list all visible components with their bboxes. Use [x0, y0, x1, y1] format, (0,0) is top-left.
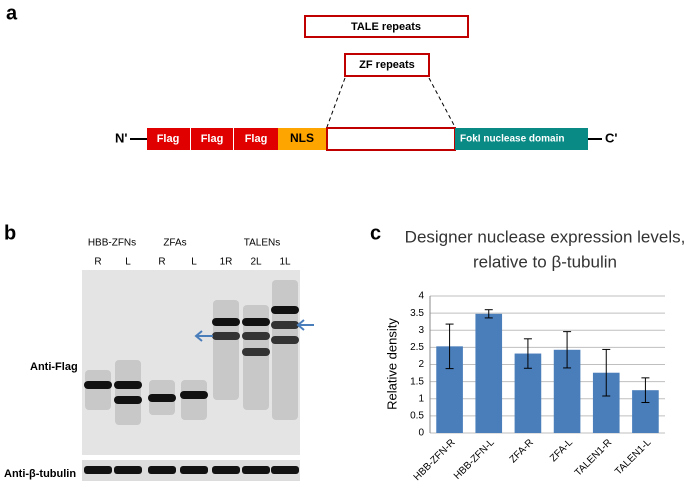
error-bar [641, 377, 650, 404]
lane-label: L [125, 257, 131, 268]
panel-label: b [4, 222, 16, 244]
band [180, 391, 208, 399]
error-bar [563, 331, 572, 369]
band [212, 332, 240, 340]
x-tick-label: ZFA-R [508, 437, 536, 465]
lane-label: R [158, 257, 165, 268]
anti-flag: Anti-Flag [30, 361, 78, 373]
band [242, 318, 270, 326]
band [271, 306, 299, 314]
y-axis-label: Relative density [384, 318, 399, 410]
foki-box [455, 128, 588, 150]
smear [243, 305, 269, 410]
error-bar [602, 348, 611, 397]
domain-label: Flag [201, 133, 224, 145]
error-bar [484, 309, 493, 319]
band [114, 396, 142, 404]
y-tick-label: 3.5 [410, 308, 424, 319]
y-tick-label: 4 [418, 291, 424, 302]
arrow [296, 319, 314, 331]
flag-box [147, 128, 190, 150]
band [242, 466, 270, 474]
lane-label: L [191, 257, 197, 268]
band [114, 466, 142, 474]
band [271, 336, 299, 344]
group-label: TALENs [244, 238, 281, 249]
n-term: N' [115, 130, 127, 145]
lane-label: R [94, 257, 101, 268]
chart-title: relative to β-tubulin [473, 252, 617, 271]
smear [115, 360, 141, 425]
lane-label: 1R [220, 257, 233, 268]
c-term: C' [605, 130, 617, 145]
band [212, 466, 240, 474]
band [114, 381, 142, 389]
zf-label: ZF repeats [359, 59, 415, 71]
smear [181, 380, 207, 420]
y-tick-label: 1 [418, 393, 424, 404]
domain-label: FokI nuclease domain [460, 134, 564, 145]
band [271, 466, 299, 474]
band [148, 394, 176, 402]
y-tick-label: 0 [418, 428, 424, 439]
error-bar [445, 323, 454, 370]
repeat-box [326, 127, 456, 151]
group-label: ZFAs [163, 238, 186, 249]
smear [213, 300, 239, 400]
nls-box [278, 128, 327, 150]
bar [475, 313, 503, 433]
panel-label: a [6, 2, 18, 24]
x-tick-label: ZFA-L [548, 437, 575, 464]
group-label: HBB-ZFNs [88, 238, 136, 249]
y-tick-label: 2 [418, 359, 424, 370]
y-tick-label: 0.5 [410, 411, 424, 422]
smear [85, 370, 111, 410]
anti-tubulin: Anti-β-tubulin [4, 468, 76, 480]
x-tick-label: HBB-ZFN-R [412, 437, 458, 483]
x-tick-label: TALEN1-R [573, 437, 614, 478]
band [242, 332, 270, 340]
x-tick-label: HBB-ZFN-L [452, 437, 497, 482]
flag-box [234, 128, 278, 150]
band [180, 466, 208, 474]
domain-label: Flag [157, 133, 180, 145]
y-tick-label: 3 [418, 325, 424, 336]
x-tick-label: TALEN1-L [613, 437, 654, 478]
zf-box [344, 53, 430, 77]
lane-label: 1L [279, 257, 291, 268]
blot [82, 270, 300, 481]
dash-line [428, 77, 456, 128]
band [242, 348, 270, 356]
error-bar [523, 338, 532, 369]
tale-label: TALE repeats [351, 21, 421, 33]
band [84, 381, 112, 389]
band [148, 466, 176, 474]
y-tick-label: 1.5 [410, 376, 424, 387]
dash-line [326, 77, 346, 128]
domain-label: Flag [245, 133, 268, 145]
lane-label: 2L [250, 257, 262, 268]
domain-label: NLS [290, 131, 314, 145]
chart-title: Designer nuclease expression levels, [405, 227, 685, 246]
tale-box [304, 15, 469, 38]
smear [272, 280, 298, 420]
band [271, 321, 299, 329]
y-tick-label: 2.5 [410, 342, 424, 353]
flag-box [191, 128, 233, 150]
band [84, 466, 112, 474]
band [212, 318, 240, 326]
arrow [194, 330, 213, 342]
panel-label: c [370, 222, 381, 244]
